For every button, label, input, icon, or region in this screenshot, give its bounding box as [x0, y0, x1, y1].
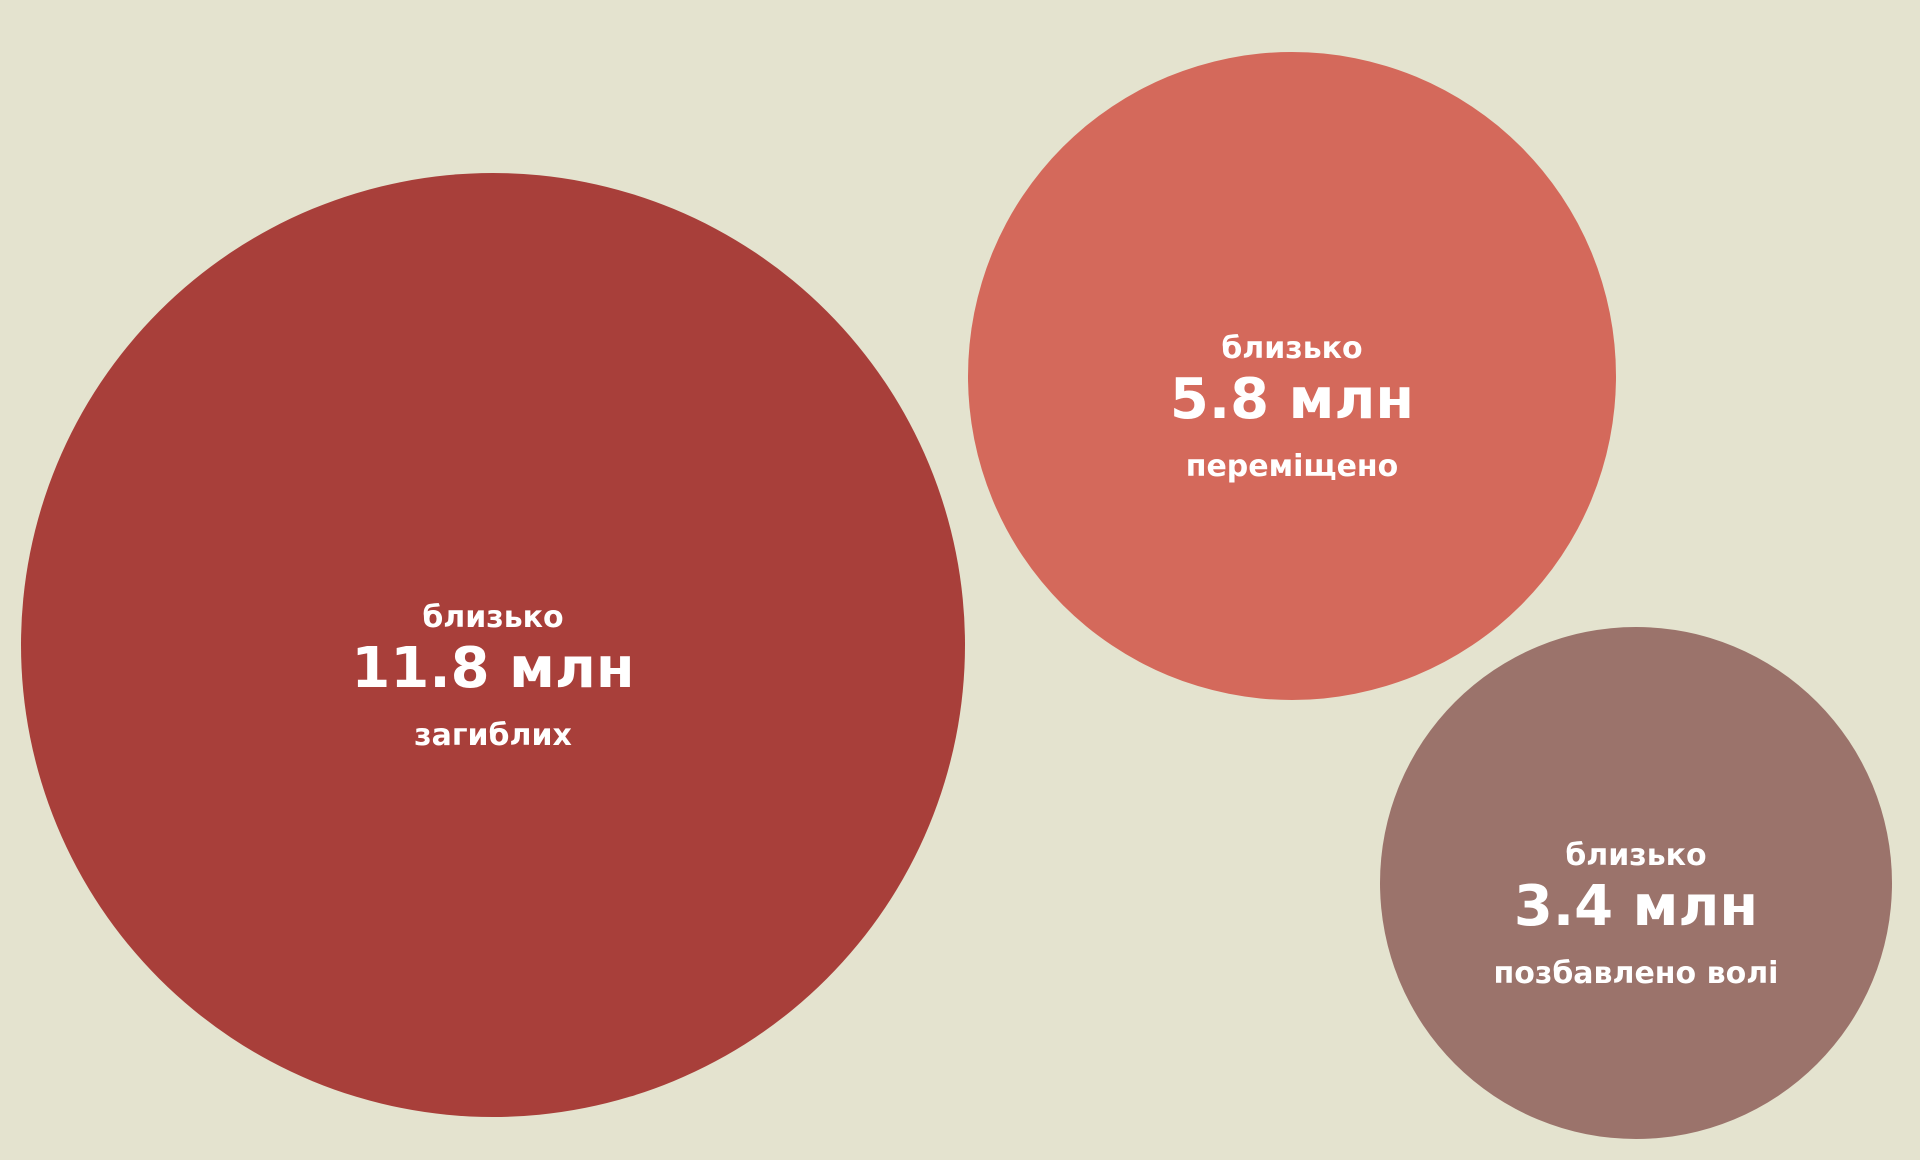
bubble-prefix: близько [1565, 838, 1706, 873]
bubble-label: загиблих [414, 718, 572, 753]
bubble-circle [21, 173, 965, 1117]
bubble-value-label: 5.8 млн [1170, 367, 1414, 432]
bubble-label: переміщено [1186, 449, 1399, 484]
bubble-prefix: близько [422, 600, 563, 635]
bubble-value-label: 3.4 млн [1514, 874, 1758, 939]
bubble-label: позбавлено волі [1494, 956, 1779, 991]
bubble-value-label: 11.8 млн [351, 636, 634, 701]
bubble-circle [968, 52, 1616, 700]
bubble-prefix: близько [1221, 331, 1362, 366]
bubble-circle [1380, 627, 1892, 1139]
